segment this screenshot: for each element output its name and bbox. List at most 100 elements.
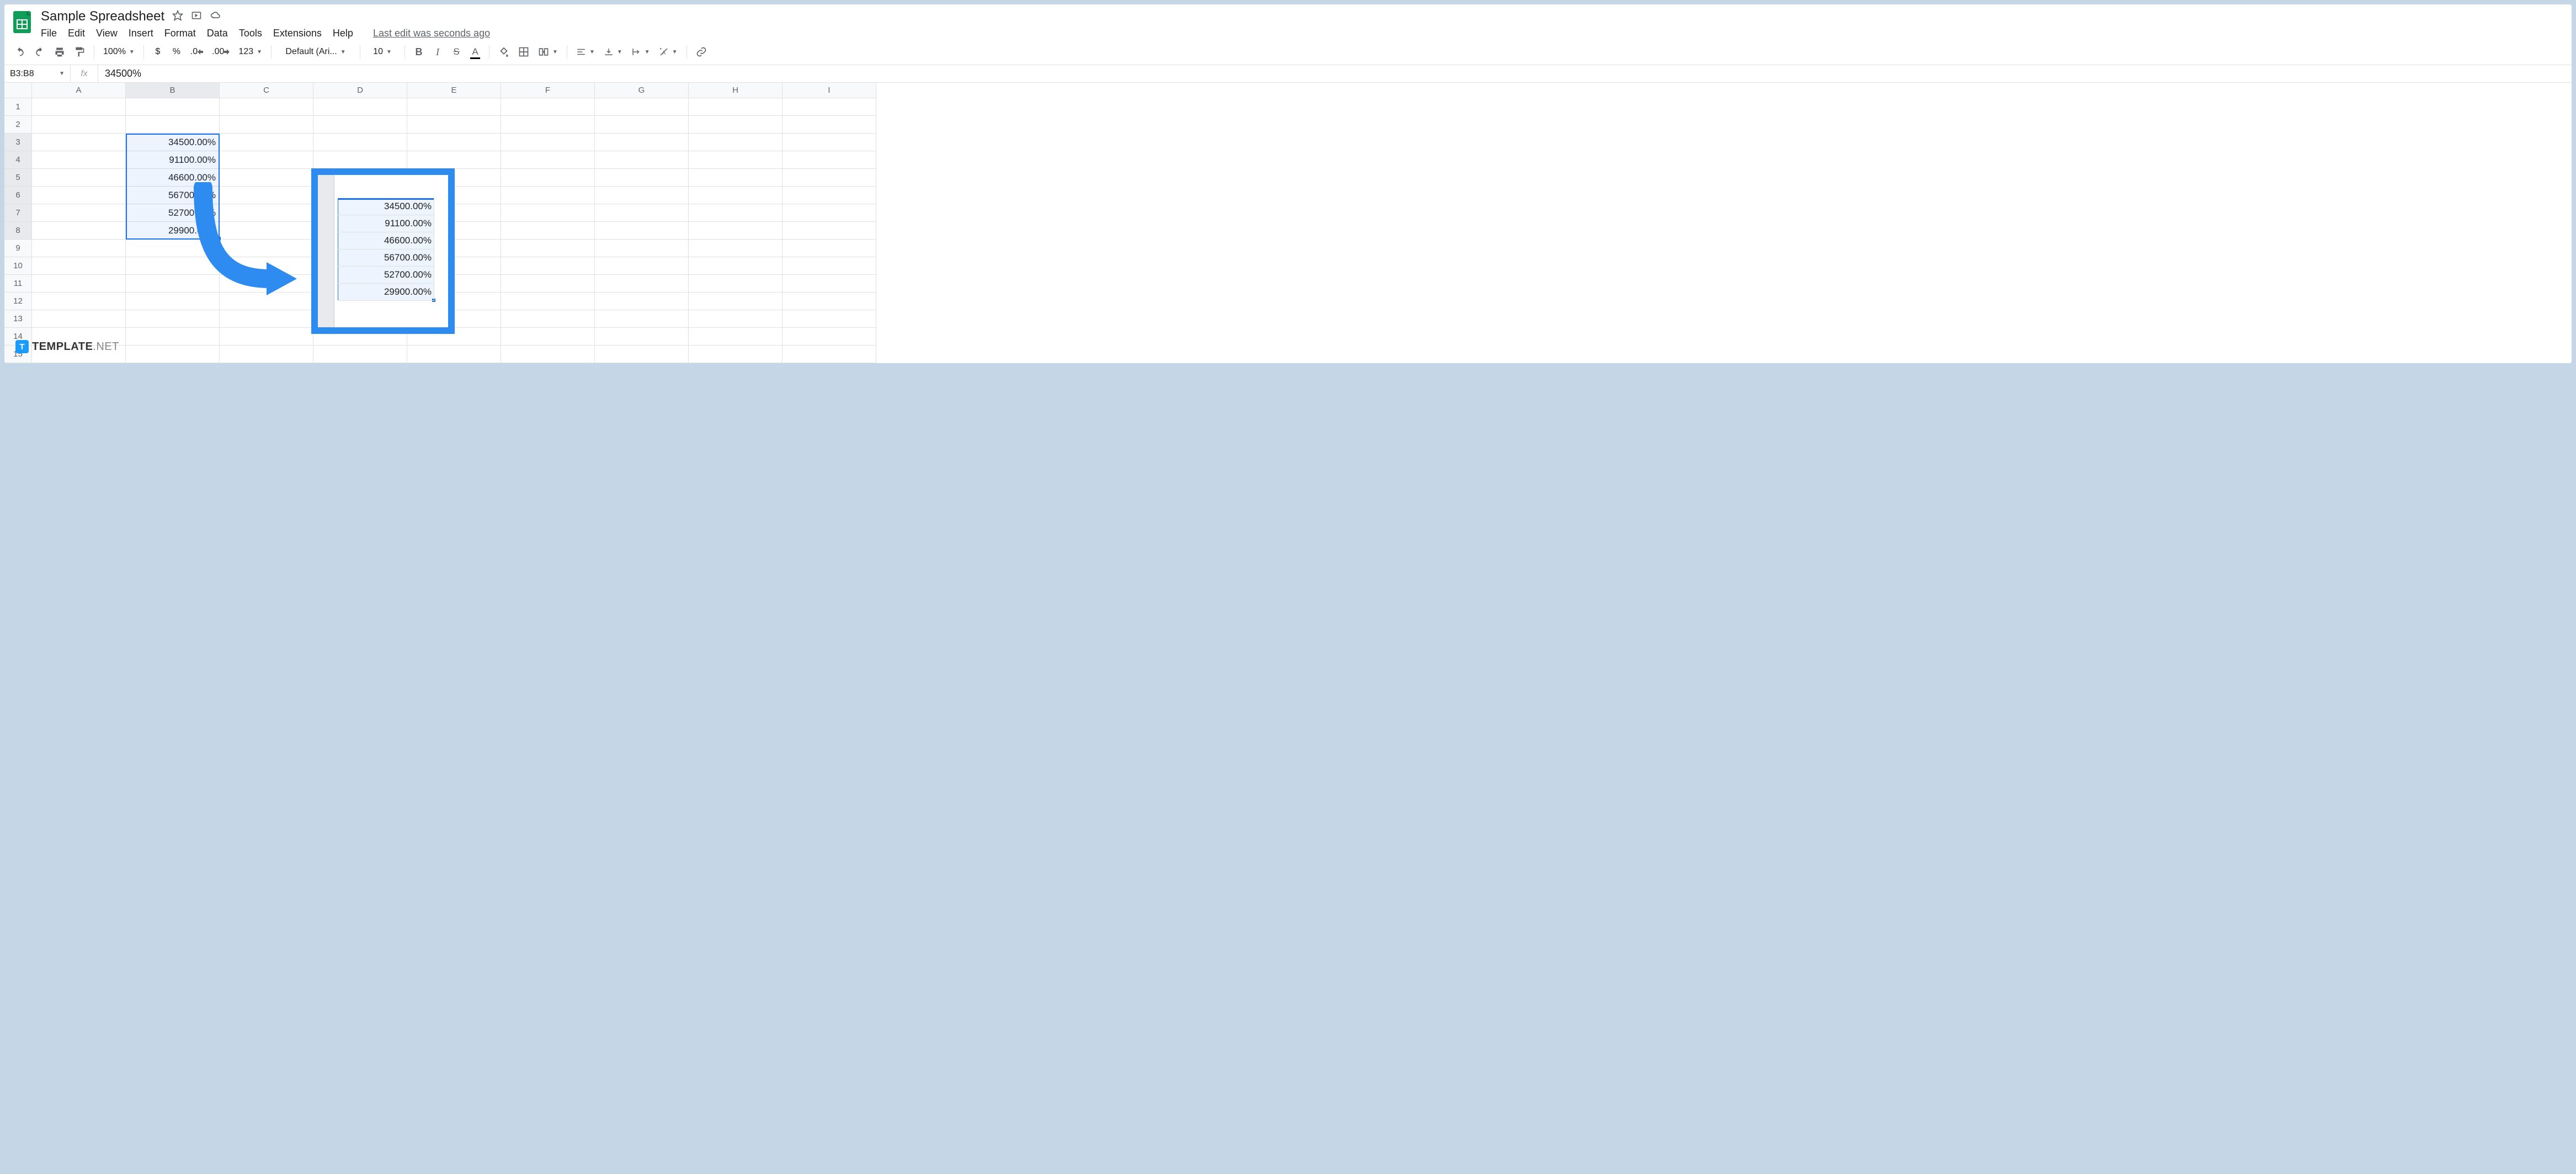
cell-A1[interactable] [32,98,126,116]
menu-insert[interactable]: Insert [129,28,153,39]
document-title[interactable]: Sample Spreadsheet [41,9,164,24]
percent-button[interactable]: % [168,44,185,60]
cell-B9[interactable] [126,240,220,257]
cell-F14[interactable] [501,328,595,346]
cell-I6[interactable] [783,187,876,204]
cell-F2[interactable] [501,116,595,134]
cell-I7[interactable] [783,204,876,222]
col-header-B[interactable]: B [126,83,220,98]
cell-H15[interactable] [689,346,783,363]
row-header-11[interactable]: 11 [4,275,32,293]
cell-A5[interactable] [32,169,126,187]
cell-A11[interactable] [32,275,126,293]
cell-B4[interactable]: 91100.00% [126,151,220,169]
move-icon[interactable] [191,10,202,24]
cell-H13[interactable] [689,310,783,328]
cell-F4[interactable] [501,151,595,169]
cell-B1[interactable] [126,98,220,116]
select-all-corner[interactable] [4,83,32,98]
wrap-dropdown[interactable]: ▼ [628,44,653,60]
cell-G8[interactable] [595,222,689,240]
italic-button[interactable]: I [429,44,446,60]
cell-G3[interactable] [595,134,689,151]
row-header-12[interactable]: 12 [4,293,32,310]
col-header-H[interactable]: H [689,83,783,98]
cell-G11[interactable] [595,275,689,293]
cell-B10[interactable] [126,257,220,275]
cell-A8[interactable] [32,222,126,240]
cell-C2[interactable] [220,116,313,134]
cell-I5[interactable] [783,169,876,187]
cell-F5[interactable] [501,169,595,187]
cell-I8[interactable] [783,222,876,240]
cell-I11[interactable] [783,275,876,293]
borders-button[interactable] [515,44,533,60]
col-header-D[interactable]: D [313,83,407,98]
cell-E15[interactable] [407,346,501,363]
cell-A13[interactable] [32,310,126,328]
cell-H6[interactable] [689,187,783,204]
cell-G7[interactable] [595,204,689,222]
cell-E2[interactable] [407,116,501,134]
cell-G15[interactable] [595,346,689,363]
cell-C14[interactable] [220,328,313,346]
cell-C7[interactable] [220,204,313,222]
cell-F15[interactable] [501,346,595,363]
cloud-icon[interactable] [210,10,222,24]
cell-B3[interactable]: 34500.00% [126,134,220,151]
cell-I14[interactable] [783,328,876,346]
cell-A3[interactable] [32,134,126,151]
cell-F9[interactable] [501,240,595,257]
cell-F3[interactable] [501,134,595,151]
cell-B7[interactable]: 52700.00% [126,204,220,222]
cell-B8[interactable]: 29900.00% [126,222,220,240]
strikethrough-button[interactable]: S [448,44,465,60]
cell-A12[interactable] [32,293,126,310]
cell-I13[interactable] [783,310,876,328]
cell-C12[interactable] [220,293,313,310]
cell-I15[interactable] [783,346,876,363]
cell-I3[interactable] [783,134,876,151]
row-header-10[interactable]: 10 [4,257,32,275]
merge-dropdown[interactable]: ▼ [535,44,561,60]
cell-B2[interactable] [126,116,220,134]
cell-C4[interactable] [220,151,313,169]
row-header-7[interactable]: 7 [4,204,32,222]
cell-G2[interactable] [595,116,689,134]
cell-H5[interactable] [689,169,783,187]
row-header-9[interactable]: 9 [4,240,32,257]
cell-I12[interactable] [783,293,876,310]
cell-B13[interactable] [126,310,220,328]
cell-C8[interactable] [220,222,313,240]
col-header-G[interactable]: G [595,83,689,98]
cell-C6[interactable] [220,187,313,204]
link-button[interactable] [693,44,710,60]
cell-G10[interactable] [595,257,689,275]
rotate-dropdown[interactable]: A▼ [656,44,681,60]
cell-I1[interactable] [783,98,876,116]
formula-input[interactable]: 34500% [98,68,2572,79]
v-align-dropdown[interactable]: ▼ [600,44,626,60]
cell-H7[interactable] [689,204,783,222]
col-header-I[interactable]: I [783,83,876,98]
row-header-1[interactable]: 1 [4,98,32,116]
cell-G6[interactable] [595,187,689,204]
fill-color-button[interactable] [495,44,513,60]
cell-C5[interactable] [220,169,313,187]
cell-I2[interactable] [783,116,876,134]
menu-file[interactable]: File [41,28,57,39]
cell-E3[interactable] [407,134,501,151]
cell-C10[interactable] [220,257,313,275]
paint-format-button[interactable] [71,44,88,60]
cell-B6[interactable]: 56700.00% [126,187,220,204]
cell-F10[interactable] [501,257,595,275]
print-button[interactable] [51,44,68,60]
cell-I10[interactable] [783,257,876,275]
cell-G12[interactable] [595,293,689,310]
bold-button[interactable]: B [411,44,427,60]
cell-D3[interactable] [313,134,407,151]
row-header-13[interactable]: 13 [4,310,32,328]
redo-button[interactable] [31,44,49,60]
row-header-2[interactable]: 2 [4,116,32,134]
cell-C11[interactable] [220,275,313,293]
